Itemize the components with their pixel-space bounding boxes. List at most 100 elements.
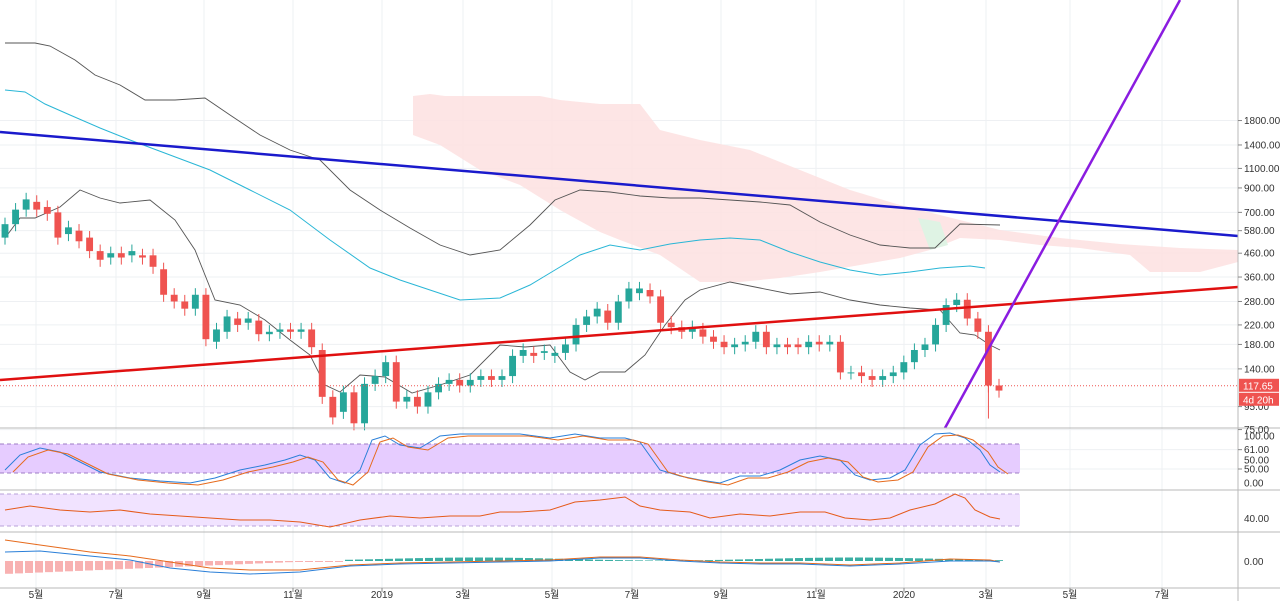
last-price-label: 117.65 bbox=[1243, 381, 1273, 392]
candle-body bbox=[805, 341, 813, 348]
macd-bar bbox=[815, 557, 823, 561]
macd-bar bbox=[495, 557, 503, 561]
candle-body bbox=[392, 362, 400, 402]
y-tick-label: 95.00 bbox=[1244, 402, 1269, 413]
candle-body bbox=[456, 379, 464, 386]
macd-bar bbox=[595, 559, 603, 561]
macd-bar bbox=[45, 561, 53, 573]
candle-body bbox=[244, 318, 252, 323]
y-tick-label: 1100.00 bbox=[1244, 164, 1280, 175]
y-tick-label: 900.00 bbox=[1244, 183, 1275, 194]
candle-body bbox=[202, 294, 210, 340]
macd-bar bbox=[265, 561, 273, 564]
macd-bar bbox=[975, 559, 983, 561]
candle-body bbox=[139, 255, 146, 258]
candle-body bbox=[509, 355, 517, 377]
macd-bar bbox=[165, 561, 173, 568]
candle-body bbox=[773, 344, 781, 348]
macd-bar bbox=[95, 561, 103, 571]
candle-body bbox=[794, 344, 802, 348]
macd-bar bbox=[875, 557, 883, 561]
macd-bar bbox=[865, 557, 873, 561]
macd-bar bbox=[855, 557, 863, 561]
macd-bar bbox=[635, 560, 643, 561]
y-tick-label: 50.00 bbox=[1244, 464, 1269, 475]
candle-body bbox=[551, 352, 559, 356]
candles bbox=[1, 192, 1003, 431]
sub-panels bbox=[0, 432, 1020, 575]
candle-body bbox=[361, 383, 368, 424]
candle-body bbox=[942, 305, 950, 325]
trendlines[interactable] bbox=[0, 0, 1239, 429]
macd-bar bbox=[535, 558, 543, 561]
candle-body bbox=[720, 341, 728, 348]
candle-body bbox=[287, 329, 294, 332]
candle-body bbox=[540, 351, 548, 353]
macd-bar bbox=[225, 561, 233, 565]
candle-body bbox=[1, 224, 9, 238]
x-tick-label: 5월 bbox=[29, 589, 44, 601]
candle-body bbox=[107, 253, 115, 258]
y-tick-label: 1400.00 bbox=[1244, 140, 1280, 151]
candle-body bbox=[636, 288, 643, 294]
macd-bar bbox=[135, 561, 143, 569]
macd-bar bbox=[845, 557, 853, 561]
candle-body bbox=[276, 329, 284, 332]
candle-body bbox=[741, 341, 749, 345]
y-tick-label: 220.00 bbox=[1244, 320, 1275, 331]
macd-bar bbox=[405, 558, 413, 561]
x-tick-label: 7월 bbox=[109, 589, 124, 601]
candle-body bbox=[435, 383, 442, 393]
candle-body bbox=[519, 349, 527, 356]
candle-body bbox=[604, 310, 612, 323]
candle-body bbox=[752, 331, 760, 342]
macd-bar bbox=[785, 558, 793, 561]
countdown-tag bbox=[1239, 392, 1279, 406]
candle-body bbox=[530, 352, 538, 356]
x-tick-label: 9월 bbox=[714, 589, 729, 601]
macd-bar bbox=[905, 558, 913, 561]
candle-body bbox=[445, 379, 453, 384]
macd-bar bbox=[115, 561, 123, 570]
candle-body bbox=[868, 376, 876, 380]
candle-body bbox=[900, 362, 908, 373]
x-tick-label: 3월 bbox=[456, 589, 471, 601]
macd-bar bbox=[585, 559, 593, 561]
candle-body bbox=[953, 299, 961, 306]
macd-bar bbox=[615, 560, 623, 561]
stoch-band bbox=[0, 444, 1020, 473]
candle-body bbox=[932, 324, 939, 345]
macd-bar bbox=[85, 561, 93, 571]
candle-body bbox=[65, 227, 72, 235]
y-tick-label: 460.00 bbox=[1244, 249, 1275, 260]
candle-body bbox=[33, 201, 41, 210]
macd-bar bbox=[365, 559, 373, 561]
macd-bar bbox=[775, 558, 783, 561]
macd-bar bbox=[185, 561, 193, 567]
candle-body bbox=[149, 255, 157, 267]
macd-bar bbox=[55, 561, 63, 572]
macd-bar bbox=[155, 561, 163, 568]
candle-body bbox=[43, 206, 51, 214]
candle-body bbox=[128, 251, 136, 256]
rsi-band bbox=[0, 494, 1020, 526]
macd-bar bbox=[205, 561, 213, 566]
y-tick-label: 1800.00 bbox=[1244, 116, 1280, 127]
y-tick-label: 580.00 bbox=[1244, 226, 1275, 237]
candle-body bbox=[413, 396, 421, 407]
ichimoku-cloud bbox=[413, 94, 1238, 282]
candle-body bbox=[593, 308, 601, 317]
macd-bar bbox=[35, 561, 43, 573]
stoch-tick-label: 0.00 bbox=[1244, 479, 1264, 490]
x-tick-label: 7월 bbox=[625, 589, 640, 601]
candle-body bbox=[784, 344, 791, 348]
candle-body bbox=[75, 230, 83, 242]
macd-bar bbox=[965, 559, 973, 561]
y-tick-label: 75.00 bbox=[1244, 425, 1269, 436]
candle-body bbox=[339, 392, 347, 412]
macd-bar bbox=[255, 561, 263, 564]
macd-bar bbox=[415, 558, 423, 561]
macd-bar bbox=[445, 557, 453, 561]
candle-body bbox=[562, 344, 569, 353]
